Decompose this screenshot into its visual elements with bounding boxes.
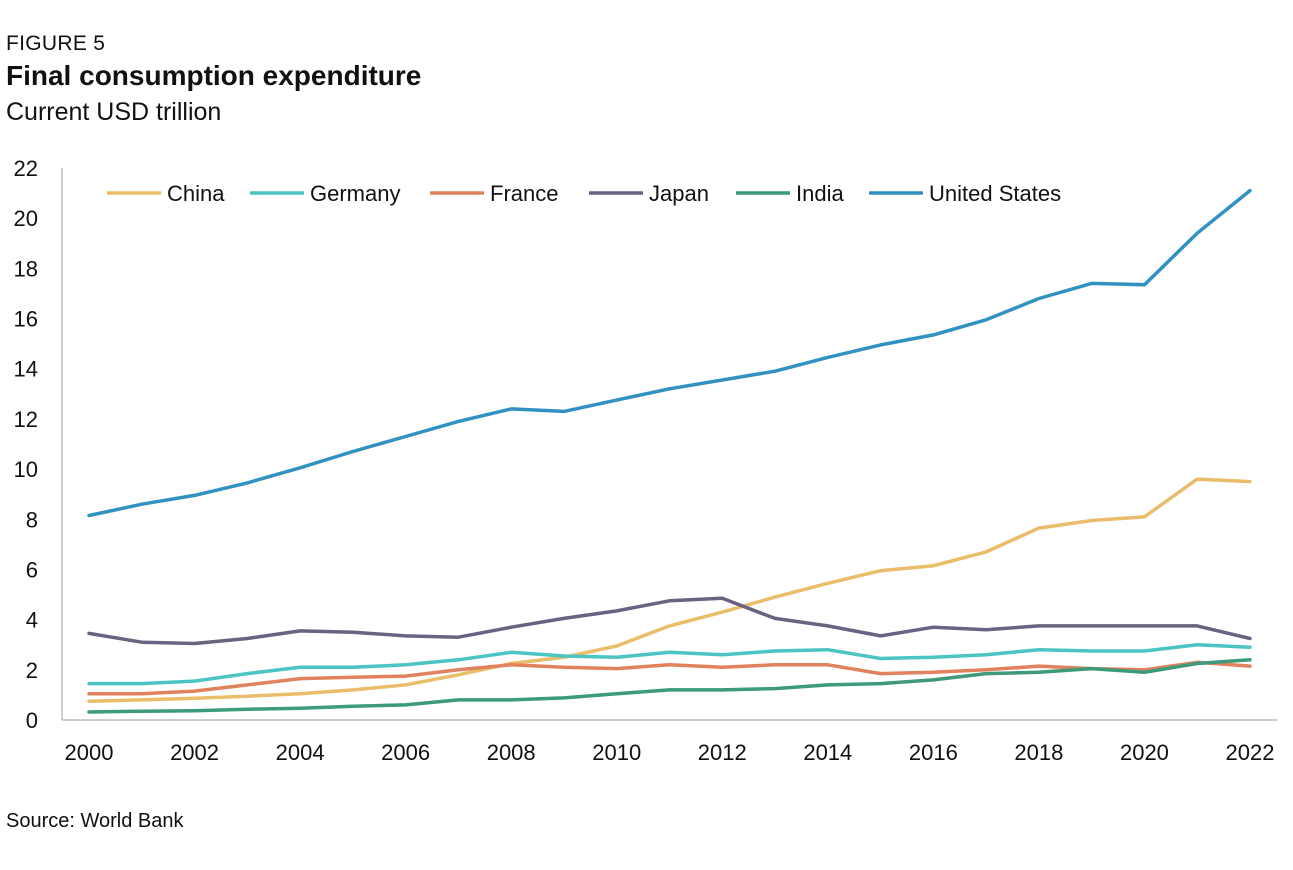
legend: China Germany France Japan India United State… [107,181,1061,206]
y-tick-label: 16 [14,307,38,332]
series-line-france [87,660,1252,696]
x-tick-label: 2020 [1120,740,1169,765]
legend-label: India [796,181,844,206]
y-tick-label: 18 [14,256,38,281]
x-tick-label: 2002 [170,740,219,765]
series-line-china [87,477,1252,703]
y-tick-label: 12 [14,407,38,432]
y-tick-label: 22 [14,156,38,181]
legend-label: Japan [649,181,709,206]
x-tick-label: 2012 [698,740,747,765]
x-tick-label: 2008 [487,740,536,765]
x-tick-label: 2004 [276,740,325,765]
y-tick-label: 20 [14,206,38,231]
y-tick-label: 6 [26,557,38,582]
x-tick-label: 2016 [909,740,958,765]
chart-title: Final consumption expenditure [6,60,422,91]
series-lines [87,188,1252,714]
x-tick-label: 2010 [592,740,641,765]
x-tick-label: 2000 [65,740,114,765]
y-tick-label: 14 [14,357,38,382]
series-line-japan [87,596,1252,646]
series-line-germany [87,642,1252,686]
legend-label: Germany [310,181,400,206]
y-tick-label: 2 [26,658,38,683]
y-tick-label: 10 [14,457,38,482]
figure-label: FIGURE 5 [6,32,106,55]
legend-label: China [167,181,225,206]
x-tick-label: 2014 [803,740,852,765]
x-tick-label: 2022 [1226,740,1275,765]
y-tick-label: 0 [26,708,38,733]
x-tick-label: 2018 [1014,740,1063,765]
series-line-united-states [87,188,1252,518]
y-tick-label: 8 [26,507,38,532]
legend-label: France [490,181,558,206]
legend-label: United States [929,181,1061,206]
source-note: Source: World Bank [6,810,184,832]
x-tick-label: 2006 [381,740,430,765]
chart-subtitle: Current USD trillion [6,98,222,126]
y-tick-label: 4 [26,608,38,633]
series-line-india [87,658,1252,714]
